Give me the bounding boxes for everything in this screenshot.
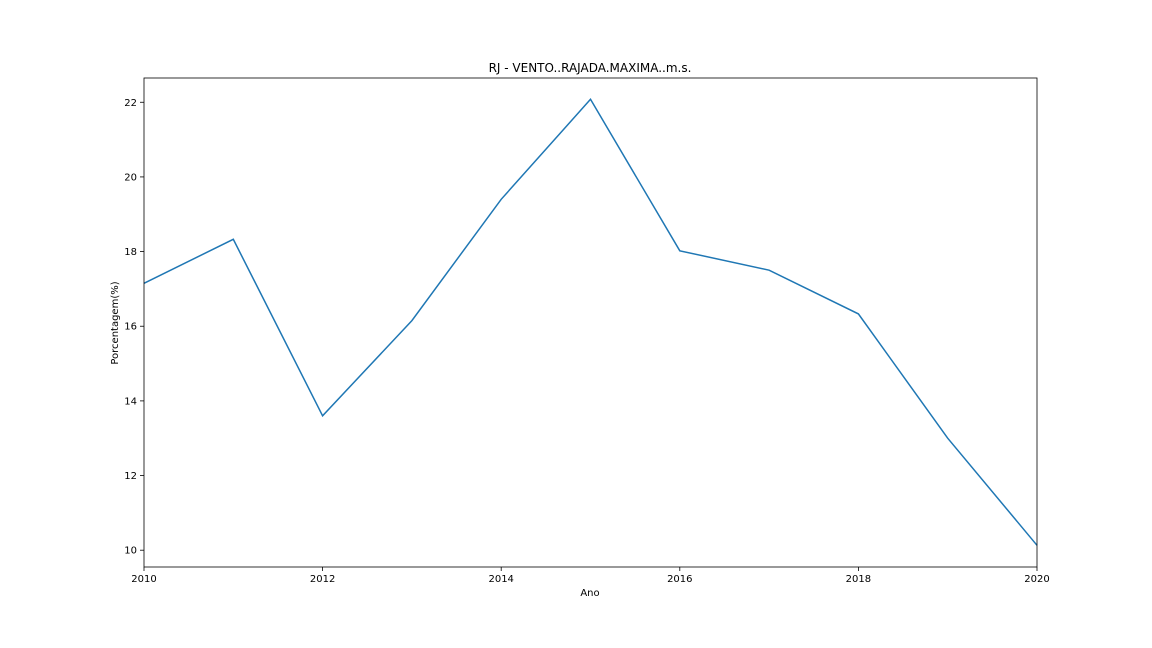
y-tick-label: 16	[124, 322, 137, 333]
x-tick-label: 2018	[846, 574, 871, 585]
x-tick-label: 2014	[488, 574, 513, 585]
y-tick-label: 20	[124, 172, 137, 183]
x-axis: 2010 2012 2014 2016 2018 2020	[131, 567, 1050, 585]
y-tick-label: 18	[124, 247, 137, 258]
series-line	[143, 98, 1038, 546]
x-tick-label: 2012	[310, 574, 335, 585]
y-tick-label: 12	[124, 471, 137, 482]
x-axis-label: Ano	[580, 588, 599, 599]
chart-title: RJ - VENTO..RAJADA.MAXIMA..m.s.	[489, 61, 692, 75]
y-tick-label: 10	[124, 546, 137, 557]
x-tick-label: 2016	[667, 574, 692, 585]
x-tick-label: 2020	[1024, 574, 1049, 585]
y-axis: 10 12 14 16 18 20 22	[124, 98, 144, 557]
y-axis-label: Porcentagem(%)	[110, 281, 121, 364]
y-tick-label: 14	[124, 396, 137, 407]
plot-frame	[143, 77, 1038, 568]
y-tick-label: 22	[124, 98, 137, 109]
x-tick-label: 2010	[131, 574, 156, 585]
